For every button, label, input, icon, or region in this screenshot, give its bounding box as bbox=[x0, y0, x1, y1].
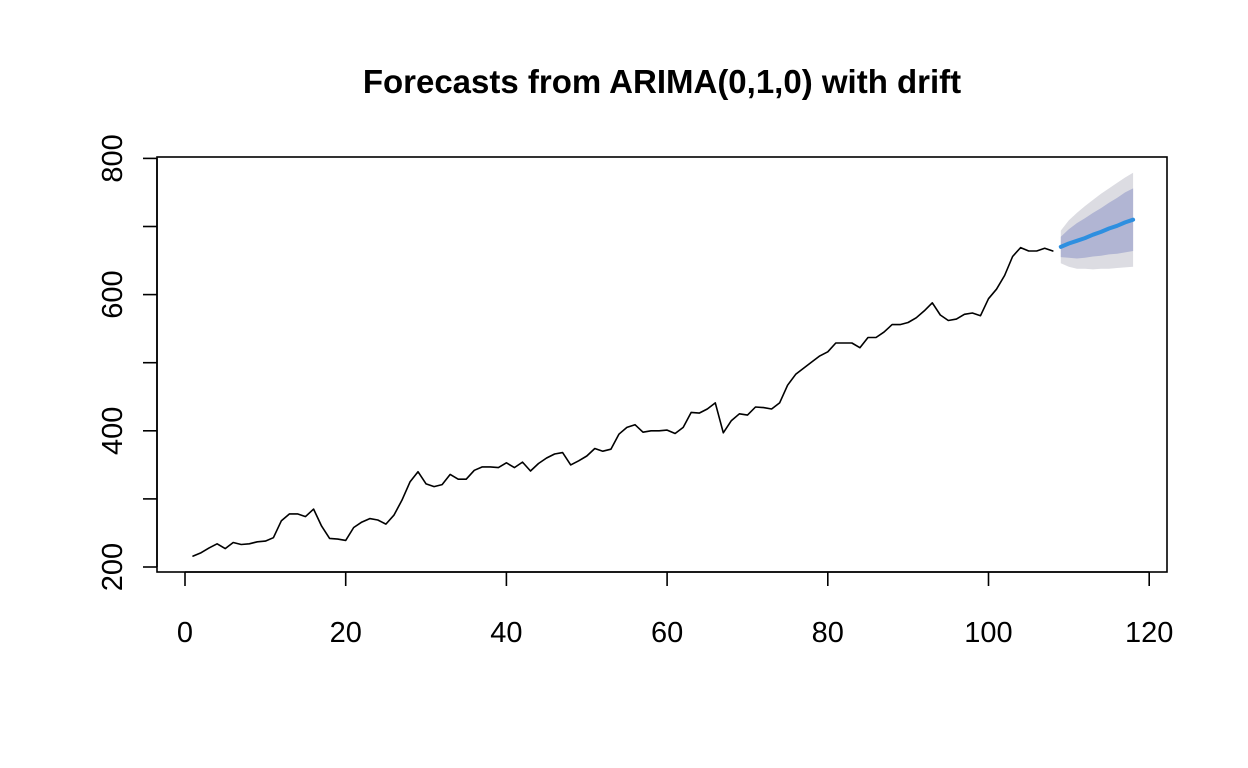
observed-series-line bbox=[192, 246, 1054, 557]
plot-frame bbox=[156, 156, 1168, 573]
y-tick-label: 200 bbox=[97, 543, 129, 591]
x-tick-label: 20 bbox=[330, 617, 362, 649]
x-tick-label: 100 bbox=[964, 617, 1012, 649]
y-tick-label: 800 bbox=[97, 134, 129, 182]
x-tick-label: 40 bbox=[490, 617, 522, 649]
chart-title: Forecasts from ARIMA(0,1,0) with drift bbox=[363, 63, 961, 100]
y-tick-label: 400 bbox=[97, 407, 129, 455]
x-tick-label: 60 bbox=[651, 617, 683, 649]
x-tick-label: 80 bbox=[812, 617, 844, 649]
plot-area bbox=[192, 172, 1136, 557]
x-tick-label: 0 bbox=[177, 617, 193, 649]
forecast-line bbox=[1058, 217, 1136, 249]
y-tick-label: 600 bbox=[97, 270, 129, 318]
x-tick-label: 120 bbox=[1125, 617, 1173, 649]
axes: 0 20 40 60 80 100 120 200 400 600 800 bbox=[97, 134, 1173, 649]
